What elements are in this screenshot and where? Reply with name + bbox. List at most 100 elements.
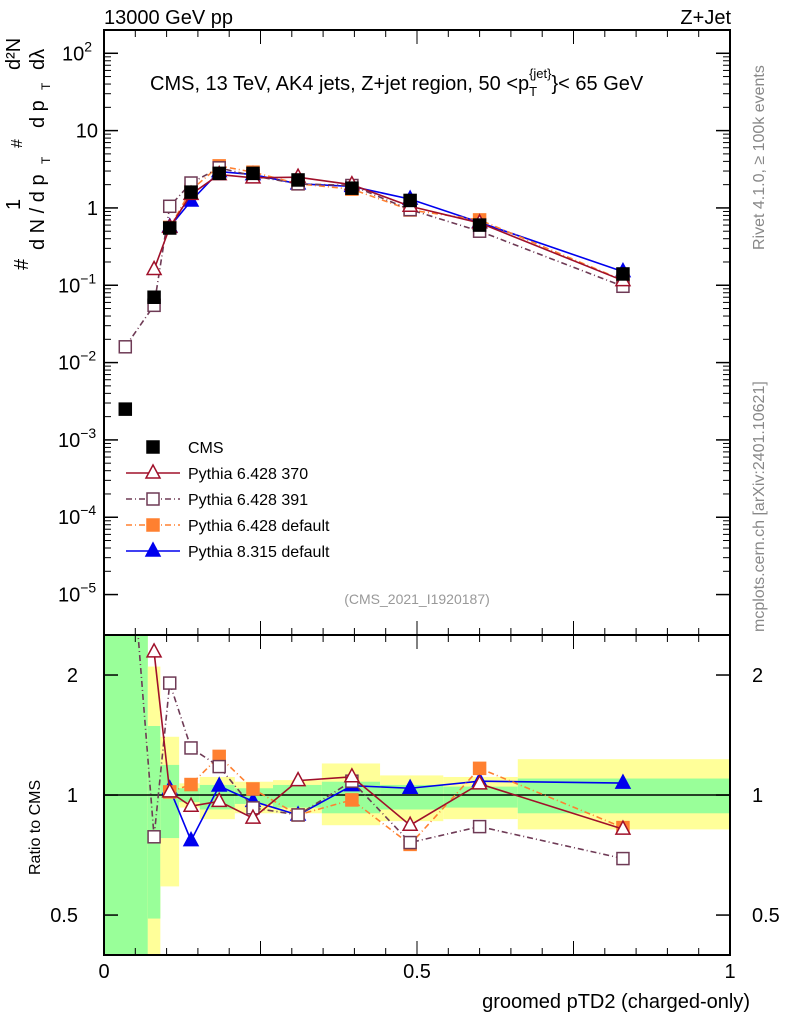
ratio-point — [212, 759, 226, 774]
y-tick-label: 10−4 — [58, 502, 96, 529]
y-tick-label: 10−3 — [58, 425, 96, 452]
series-cms — [118, 166, 630, 416]
ratio-point — [345, 793, 359, 807]
ratio-point — [401, 778, 419, 794]
data-point — [246, 166, 260, 181]
legend-marker — [146, 492, 160, 506]
ratio-point — [182, 796, 200, 812]
legend-label: Pythia 8.315 default — [188, 544, 330, 561]
svg-text:#: # — [9, 139, 26, 148]
ratio-point — [472, 819, 487, 834]
svg-text:dλ: dλ — [27, 49, 49, 70]
data-point — [118, 340, 133, 354]
data-point — [345, 181, 359, 195]
legend-marker — [144, 541, 162, 557]
legend-label: CMS — [188, 440, 224, 457]
series-line — [124, 166, 624, 348]
ratio-y-tick-label-right: 2 — [752, 665, 763, 687]
ratio-y-tick-label-right: 0.5 — [752, 905, 780, 927]
legend-marker — [146, 440, 160, 454]
legend-marker — [144, 463, 162, 479]
data-point — [145, 259, 163, 276]
y-tick-label: 1 — [87, 198, 98, 220]
x-tick-label: 1 — [724, 961, 735, 983]
ratio-series-pythia-6-428-370 — [145, 642, 632, 835]
y-tick-label: 10−1 — [58, 270, 96, 297]
data-point — [162, 221, 177, 235]
y-tick-label: 10−5 — [58, 580, 96, 607]
svg-text:d²N: d²N — [3, 38, 25, 70]
ratio-point — [472, 761, 487, 776]
ratio-point — [244, 808, 262, 824]
svg-text:#: # — [11, 258, 33, 270]
ratio-point — [401, 815, 419, 831]
header-right: Z+Jet — [680, 7, 731, 29]
ratio-point — [184, 777, 198, 792]
ratio-point — [161, 782, 178, 798]
data-point — [472, 218, 487, 232]
series-line — [169, 170, 624, 273]
watermark: (CMS_2021_I1920187) — [344, 591, 490, 607]
series-pythia-6-428-370 — [145, 164, 632, 287]
ratio-point — [291, 808, 305, 822]
data-point — [291, 173, 305, 187]
ratio-point — [471, 774, 488, 790]
ratio-y-label: Ratio to CMS — [27, 780, 44, 875]
data-point — [616, 267, 630, 281]
svg-text:d N / d p: d N / d p — [27, 174, 49, 250]
series-pythia-8-315-default — [161, 162, 632, 278]
ratio-point — [162, 676, 177, 690]
uncertainty-band-green — [443, 786, 518, 808]
ratio-point — [289, 771, 307, 787]
series-line — [169, 165, 624, 282]
legend-label: Pythia 6.428 391 — [188, 492, 308, 509]
y-axis-label: # 1 d N / d p T # d²N d p T dλ — [3, 38, 53, 270]
ratio-point — [246, 782, 260, 796]
y-tick-label: 10 — [76, 121, 98, 143]
data-point — [212, 166, 226, 181]
header-left: 13000 GeV pp — [104, 7, 233, 29]
uncertainty-band-green — [160, 764, 180, 839]
series-pythia-6-428-default — [162, 159, 630, 288]
ratio-point — [182, 830, 200, 847]
ratio-y-tick-label: 1 — [67, 785, 78, 807]
legend: CMS Pythia 6.428 370 Pythia 6.428 391 Pythi… — [126, 440, 330, 561]
ratio-line — [153, 651, 624, 830]
data-point — [403, 193, 417, 208]
ratio-point — [184, 741, 198, 755]
ratio-point — [145, 642, 163, 658]
data-point — [147, 290, 161, 304]
svg-text:T: T — [39, 82, 53, 90]
y-tick-label: 102 — [62, 38, 92, 65]
ratio-y-tick-label-right: 1 — [752, 785, 763, 807]
ratio-point — [343, 767, 361, 783]
data-point — [162, 199, 177, 214]
ratio-frame — [103, 634, 731, 956]
x-tick-label: 0 — [98, 961, 109, 983]
plot-title: CMS, 13 TeV, AK4 jets, Z+jet region, 50 … — [150, 66, 644, 99]
ratio-point — [210, 776, 228, 792]
x-tick-label: 0.5 — [403, 961, 431, 983]
mcplots-label: mcplots.cern.ch [arXiv:2401.10621] — [751, 381, 768, 632]
uncertainty-band-green — [147, 725, 161, 919]
legend-label: Pythia 6.428 default — [188, 518, 330, 535]
svg-text:T: T — [39, 156, 53, 164]
series-line — [153, 173, 624, 282]
y-tick-label: 10−2 — [58, 348, 96, 375]
ratio-point — [403, 835, 417, 850]
legend-marker — [146, 518, 160, 532]
x-axis-label: groomed pTD2 (charged-only) — [482, 991, 750, 1013]
svg-text:d p: d p — [27, 100, 49, 128]
ratio-plot: 2 2 1 1 0.5 0.5 0 0.5 1 — [50, 635, 780, 983]
rivet-label: Rivet 4.1.0, ≥ 100k events — [751, 65, 768, 250]
ratio-point — [614, 773, 632, 789]
ratio-y-tick-label: 0.5 — [50, 905, 78, 927]
ratio-point — [147, 830, 161, 844]
ratio-point — [614, 819, 632, 835]
data-point — [184, 185, 198, 199]
ratio-y-tick-label: 2 — [67, 665, 78, 687]
data-point — [118, 402, 133, 416]
legend-label: Pythia 6.428 370 — [188, 466, 308, 483]
ratio-point — [210, 791, 228, 808]
